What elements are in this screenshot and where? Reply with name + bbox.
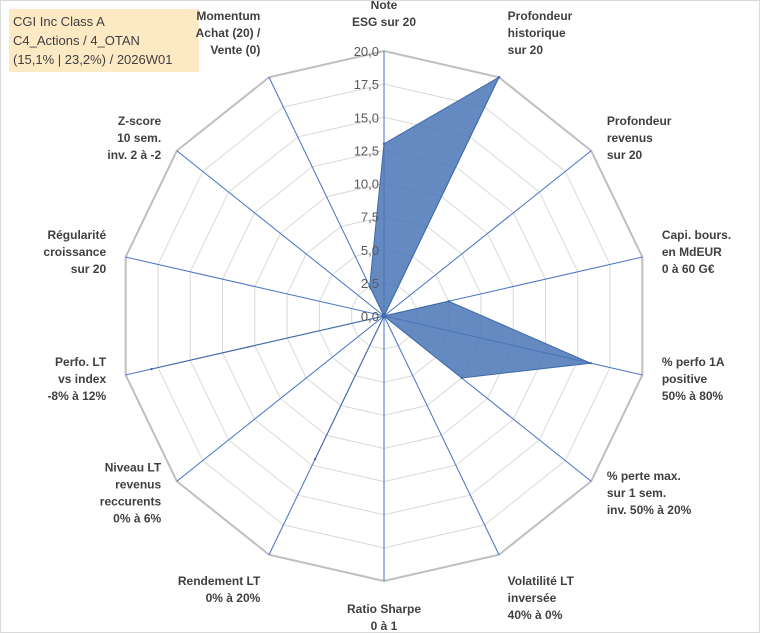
axis-label-3: Capi. bours. en MdEUR 0 à 60 G€	[662, 228, 731, 276]
data-point-4	[589, 361, 592, 365]
data-point-13	[368, 284, 371, 288]
axis-label-11: Régularité croissance sur 20	[43, 228, 106, 276]
tick-label-8: 20,0	[354, 44, 379, 59]
axis-label-line: inversée	[508, 591, 557, 605]
axis-label-line: Vente (0)	[210, 43, 260, 57]
axis-label-line: Capi. bours.	[662, 228, 731, 242]
axis-label-5: % perte max. sur 1 sem. inv. 50% à 20%	[607, 469, 692, 517]
axis-label-line: -8% à 12%	[47, 389, 106, 403]
axis-label-12: Z-score 10 sem. inv. 2 à -2	[107, 114, 161, 162]
title-line-3: (15,1% | 23,2%) / 2026W01	[13, 52, 173, 67]
axis-label-line: ESG sur 20	[352, 15, 416, 29]
axis-label-1: Profondeur historique sur 20	[508, 9, 573, 57]
tick-label-2: 5,0	[361, 243, 379, 258]
axis-label-9: Niveau LT revenus reccurents 0% à 6%	[100, 461, 162, 526]
axis-label-line: 0 à 60 G€	[662, 262, 715, 276]
data-point-8	[313, 458, 317, 461]
radial-axis-11	[125, 256, 385, 317]
tick-label-6: 15,0	[354, 110, 379, 125]
axis-label-line: % perfo 1A	[662, 355, 725, 369]
data-series-area	[151, 75, 593, 460]
axis-label-8: Rendement LT 0% à 20%	[178, 574, 261, 605]
data-point-12	[382, 314, 386, 318]
axis-label-line: 40% à 0%	[508, 608, 563, 622]
axis-label-line: revenus	[115, 478, 161, 492]
axis-label-line: en MdEUR	[662, 245, 722, 259]
axis-label-line: historique	[508, 26, 566, 40]
axis-label-13: Momentum Achat (20) / Vente (0)	[196, 9, 261, 57]
radial-axis-12	[176, 150, 385, 317]
axis-label-line: 50% à 80%	[662, 389, 724, 403]
axis-label-line: inv. 2 à -2	[107, 148, 161, 162]
axis-label-line: sur 20	[607, 148, 643, 162]
data-point-5	[460, 376, 463, 380]
axis-label-line: 0% à 6%	[113, 512, 161, 526]
chart-title-box: CGI Inc Class A C4_Actions / 4_OTAN (15,…	[9, 9, 199, 72]
axis-label-line: Perfo. LT	[55, 355, 107, 369]
axis-label-line: Volatilité LT	[508, 574, 575, 588]
axis-label-line: 0 à 1	[371, 619, 398, 632]
axis-label-line: Ratio Sharpe	[347, 602, 421, 616]
axis-label-line: 10 sem.	[117, 131, 161, 145]
data-point-3	[447, 300, 450, 303]
radial-axis-6	[383, 315, 500, 555]
axis-label-line: Régularité	[47, 228, 106, 242]
data-point-1	[497, 76, 501, 79]
axis-label-line: sur 1 sem.	[607, 486, 666, 500]
radial-axis-2	[383, 150, 592, 317]
axis-label-10: Perfo. LT vs index -8% à 12%	[47, 355, 106, 403]
data-point-0	[382, 142, 386, 145]
axis-label-line: Profondeur	[607, 114, 672, 128]
axis-label-6: Volatilité LT inversée 40% à 0%	[508, 574, 575, 622]
axis-label-line: Profondeur	[508, 9, 573, 23]
tick-label-7: 17,5	[354, 77, 379, 92]
axis-label-line: Momentum	[196, 9, 260, 23]
axis-label-line: Note	[371, 1, 398, 12]
tick-label-0: 0,0	[361, 309, 379, 324]
axis-label-line: sur 20	[508, 43, 544, 57]
axis-label-line: Niveau LT	[105, 461, 162, 475]
axis-label-line: inv. 50% à 20%	[607, 503, 692, 517]
tick-label-3: 7,5	[361, 210, 379, 225]
axis-label-line: Achat (20) /	[196, 26, 261, 40]
axis-label-line: revenus	[607, 131, 653, 145]
tick-label-1: 2,5	[361, 276, 379, 291]
axis-label-2: Profondeur revenus sur 20	[607, 114, 672, 162]
radial-axis-13	[268, 77, 385, 317]
tick-label-4: 10,0	[354, 177, 379, 192]
axis-label-line: 0% à 20%	[206, 591, 261, 605]
axis-label-line: Rendement LT	[178, 574, 261, 588]
axis-label-0: Note ESG sur 20	[352, 1, 416, 29]
axis-label-4: % perfo 1A positive 50% à 80%	[662, 355, 725, 403]
radial-axis-9	[176, 315, 385, 482]
axis-label-line: vs index	[58, 372, 106, 386]
axis-label-line: % perte max.	[607, 469, 681, 483]
axis-label-line: reccurents	[100, 495, 162, 509]
data-point-10	[150, 367, 153, 371]
axis-label-line: Z-score	[118, 114, 162, 128]
axis-label-7: Ratio Sharpe 0 à 1	[347, 602, 421, 632]
title-line-2: C4_Actions / 4_OTAN	[13, 33, 140, 48]
tick-label-5: 12,5	[354, 143, 379, 158]
axis-label-line: positive	[662, 372, 708, 386]
axis-label-line: sur 20	[71, 262, 107, 276]
axis-label-line: croissance	[43, 245, 106, 259]
title-line-1: CGI Inc Class A	[13, 14, 105, 29]
